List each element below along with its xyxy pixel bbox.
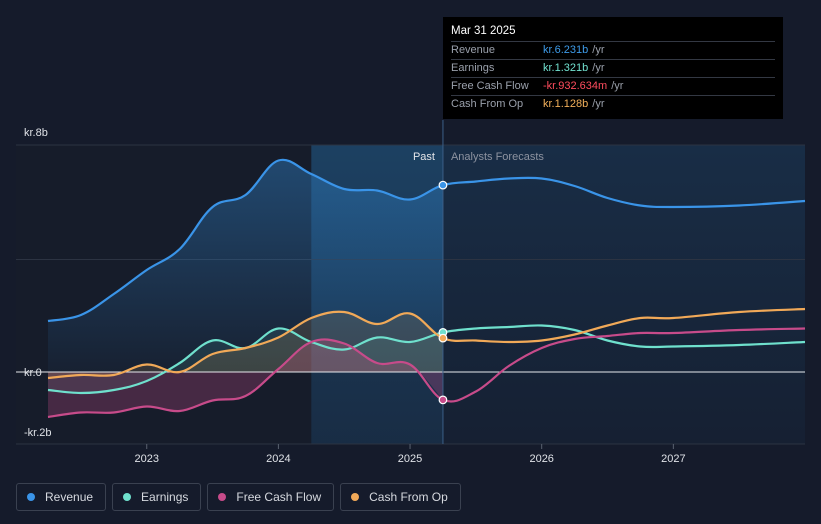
tooltip-label: Cash From Op — [451, 98, 524, 110]
line-fcf — [47, 327, 806, 419]
x-tick-label: 2027 — [661, 453, 685, 465]
forecast-label: Analysts Forecasts — [451, 151, 544, 163]
legend-dot-icon — [351, 493, 360, 501]
tooltip-value: -kr.932.634m — [543, 80, 608, 92]
legend-item-free-cash-flow[interactable]: Free Cash Flow — [207, 483, 335, 511]
x-tick-label: 2023 — [134, 453, 158, 465]
line-earnings — [47, 324, 806, 395]
tooltip-value: kr.6.231b — [543, 44, 589, 56]
legend-dot-icon — [27, 493, 35, 501]
y-tick-label: kr.0 — [24, 367, 42, 379]
line-revenue — [47, 158, 806, 323]
series-areas — [48, 159, 443, 417]
series-lines — [47, 158, 806, 419]
area-cfo — [48, 311, 443, 378]
tooltip-unit: /yr — [592, 62, 605, 74]
tooltip-row-earnings: Earnings kr.1.321b /yr — [451, 60, 775, 78]
legend-label: Free Cash Flow — [236, 490, 322, 504]
area-fcf — [48, 339, 443, 417]
marker-fcf — [438, 395, 448, 405]
marker-cfo — [438, 333, 448, 343]
area-revenue — [48, 159, 443, 372]
past-label: Past — [413, 151, 435, 163]
y-tick-label: -kr.2b — [24, 427, 52, 439]
axis-labels: Past Analysts Forecasts kr.8b kr.0 -kr.2b 2… — [24, 127, 686, 465]
x-tick-label: 2025 — [398, 453, 422, 465]
y-tick-label: kr.8b — [24, 127, 48, 139]
forecast-region — [442, 145, 805, 444]
chart-legend: Revenue Earnings Free Cash Flow Cash Fro… — [16, 483, 461, 511]
legend-dot-icon — [218, 493, 227, 501]
legend-item-earnings[interactable]: Earnings — [112, 483, 202, 511]
x-tick-label: 2026 — [529, 453, 553, 465]
data-tooltip: Mar 31 2025 Revenue kr.6.231b /yr Earnin… — [443, 17, 783, 119]
legend-dot-icon — [123, 493, 132, 501]
tooltip-row-free-cash-flow: Free Cash Flow -kr.932.634m /yr — [451, 78, 775, 96]
tooltip-row-cash-from-op: Cash From Op kr.1.128b /yr — [451, 96, 775, 113]
tooltip-label: Free Cash Flow — [451, 80, 529, 92]
legend-label: Revenue — [45, 490, 94, 504]
x-tick-label: 2024 — [266, 453, 290, 465]
tooltip-label: Revenue — [451, 44, 496, 56]
marker-revenue — [438, 180, 448, 190]
tooltip-value: kr.1.321b — [543, 62, 589, 74]
area-earnings — [48, 328, 443, 393]
line-cfo — [47, 307, 806, 380]
legend-item-cash-from-op[interactable]: Cash From Op — [340, 483, 461, 511]
tooltip-date: Mar 31 2025 — [451, 23, 775, 42]
legend-label: Cash From Op — [369, 490, 448, 504]
tooltip-unit: /yr — [592, 98, 605, 110]
tooltip-label: Earnings — [451, 62, 495, 74]
legend-item-revenue[interactable]: Revenue — [16, 483, 107, 511]
tooltip-unit: /yr — [592, 44, 605, 56]
legend-label: Earnings — [141, 490, 189, 504]
tooltip-row-revenue: Revenue kr.6.231b /yr — [451, 42, 775, 60]
selection-markers — [438, 180, 448, 405]
tooltip-unit: /yr — [611, 80, 624, 92]
tooltip-value: kr.1.128b — [543, 98, 589, 110]
